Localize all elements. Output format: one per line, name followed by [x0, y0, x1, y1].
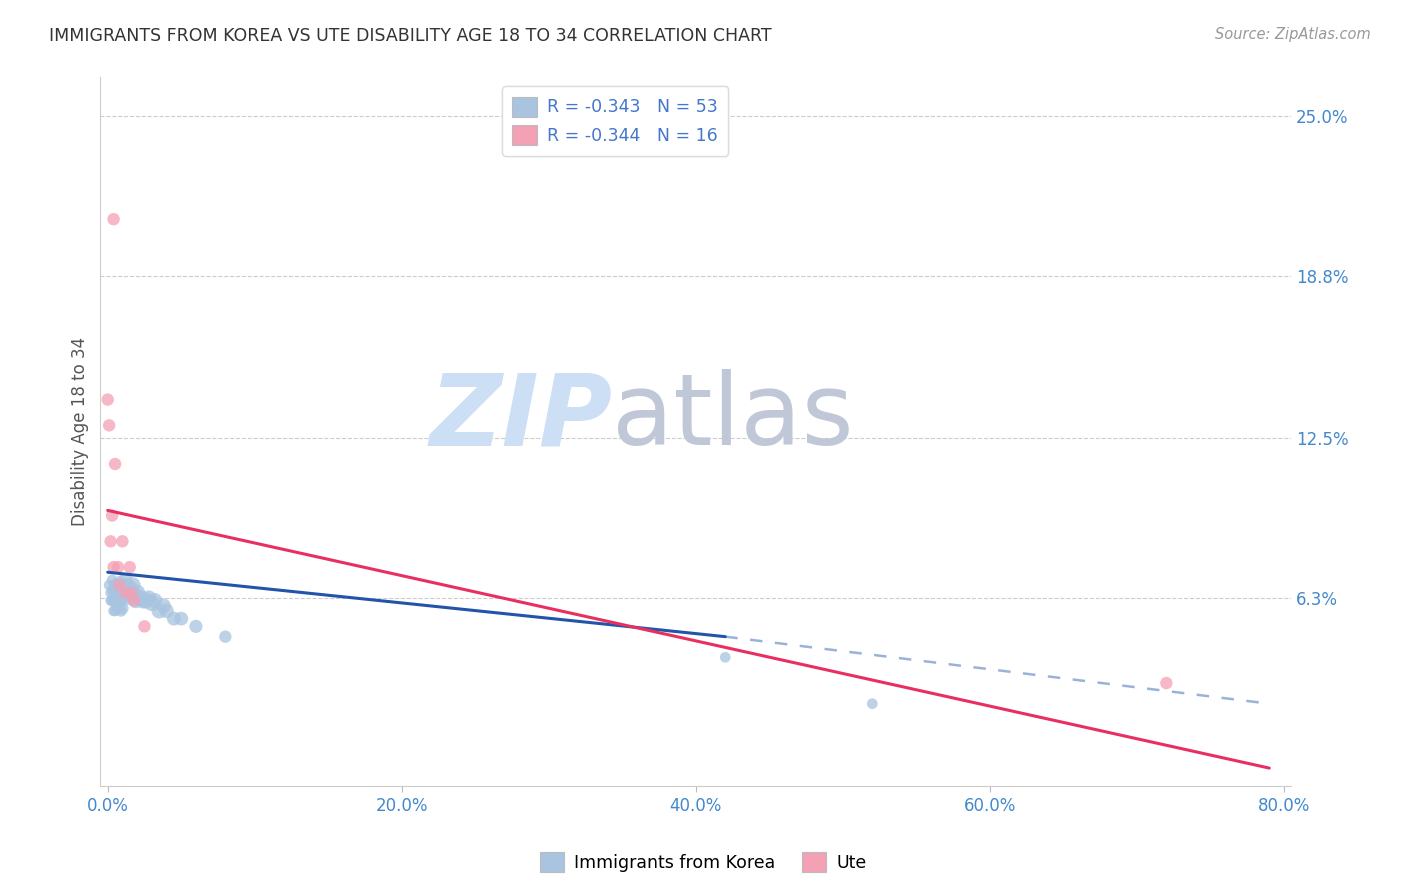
- Point: [108, 586, 131, 600]
- Point: [103, 593, 125, 607]
- Point: [112, 586, 135, 600]
- Point: [105, 578, 128, 592]
- Point: [108, 578, 131, 592]
- Text: Source: ZipAtlas.com: Source: ZipAtlas.com: [1215, 27, 1371, 42]
- Point: [103, 560, 125, 574]
- Text: IMMIGRANTS FROM KOREA VS UTE DISABILITY AGE 18 TO 34 CORRELATION CHART: IMMIGRANTS FROM KOREA VS UTE DISABILITY …: [49, 27, 772, 45]
- Point: [143, 593, 166, 607]
- Point: [108, 575, 131, 590]
- Point: [117, 591, 139, 605]
- Point: [114, 573, 136, 587]
- Legend: R = -0.343   N = 53, R = -0.344   N = 16: R = -0.343 N = 53, R = -0.344 N = 16: [502, 87, 728, 156]
- Point: [103, 604, 125, 618]
- Point: [155, 604, 177, 618]
- Point: [103, 583, 125, 598]
- Point: [97, 392, 120, 407]
- Point: [103, 212, 125, 227]
- Point: [132, 593, 155, 607]
- Point: [101, 573, 124, 587]
- Point: [134, 619, 156, 633]
- Point: [104, 593, 127, 607]
- Point: [104, 578, 127, 592]
- Point: [101, 593, 124, 607]
- Point: [110, 593, 132, 607]
- Point: [111, 591, 134, 605]
- Point: [107, 581, 129, 595]
- Point: [114, 586, 136, 600]
- Point: [108, 599, 131, 613]
- Point: [184, 619, 207, 633]
- Point: [121, 578, 143, 592]
- Point: [138, 591, 160, 605]
- Point: [101, 583, 124, 598]
- Point: [104, 589, 127, 603]
- Point: [118, 581, 141, 595]
- Point: [148, 604, 170, 618]
- Point: [98, 418, 121, 433]
- Point: [100, 593, 122, 607]
- Point: [114, 589, 136, 603]
- Text: ZIP: ZIP: [429, 369, 613, 467]
- Point: [115, 578, 138, 592]
- Point: [129, 591, 152, 605]
- Point: [122, 589, 145, 603]
- Point: [104, 604, 127, 618]
- Point: [135, 593, 157, 607]
- Point: [100, 586, 122, 600]
- Point: [105, 599, 128, 613]
- Point: [1156, 676, 1178, 690]
- Point: [124, 593, 146, 607]
- Point: [860, 697, 883, 711]
- Point: [118, 560, 141, 574]
- Point: [110, 586, 132, 600]
- Point: [98, 578, 121, 592]
- Point: [110, 604, 132, 618]
- Point: [152, 599, 174, 613]
- Point: [120, 586, 142, 600]
- Point: [170, 612, 193, 626]
- Point: [127, 586, 149, 600]
- Point: [111, 534, 134, 549]
- Point: [214, 630, 236, 644]
- Point: [107, 560, 129, 574]
- Point: [107, 593, 129, 607]
- Point: [101, 508, 124, 523]
- Y-axis label: Disability Age 18 to 34: Disability Age 18 to 34: [72, 337, 89, 526]
- Text: atlas: atlas: [613, 369, 853, 467]
- Point: [100, 534, 122, 549]
- Point: [141, 596, 163, 610]
- Point: [120, 586, 142, 600]
- Point: [111, 581, 134, 595]
- Legend: Immigrants from Korea, Ute: Immigrants from Korea, Ute: [533, 845, 873, 879]
- Point: [104, 457, 127, 471]
- Point: [122, 593, 145, 607]
- Point: [714, 650, 737, 665]
- Point: [111, 601, 134, 615]
- Point: [105, 589, 128, 603]
- Point: [163, 612, 186, 626]
